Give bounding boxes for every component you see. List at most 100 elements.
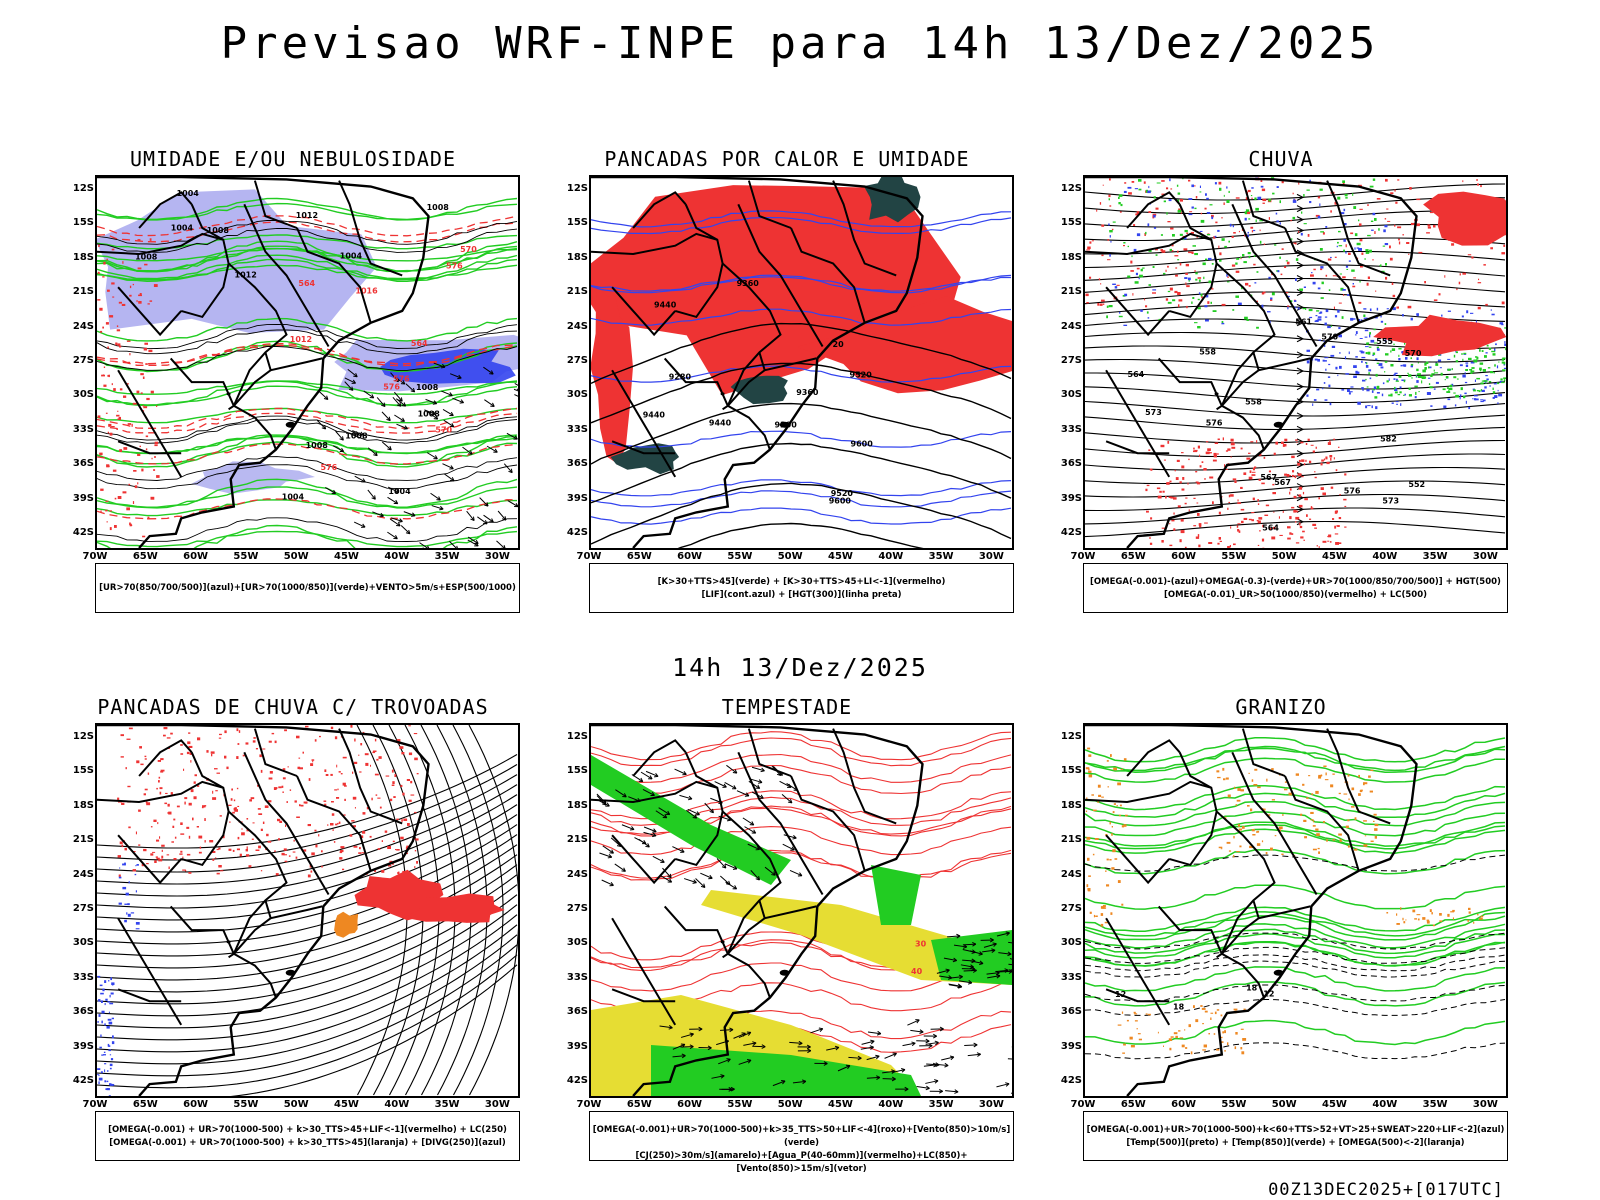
humidity-contour-low (97, 317, 518, 342)
rain-omega-red (1198, 544, 1201, 548)
rain-omega-blue (1474, 379, 1476, 382)
thickness-marker (116, 414, 120, 417)
thunderstorm-area-red (126, 738, 131, 740)
streamline-250hpa (468, 725, 518, 1096)
wind-vector (376, 397, 386, 407)
thunderstorm-area-red (193, 796, 197, 800)
wind-vector (353, 521, 366, 528)
thunderstorm-area-red (260, 828, 263, 831)
rain-omega-green (1206, 234, 1211, 236)
omega-500-area (1250, 808, 1253, 812)
thickness-marker (141, 468, 144, 472)
divergence-area-blue (109, 1067, 112, 1070)
political-border (243, 203, 330, 348)
rain-omega-red (1317, 196, 1321, 199)
thickness-marker (105, 322, 109, 325)
divergence-area-blue (100, 1071, 103, 1074)
wind-vector-head (945, 968, 950, 974)
contour-label: 12 (1263, 989, 1274, 998)
thunderstorm-area-red (237, 743, 240, 745)
rain-omega-blue (1361, 387, 1364, 390)
rain-omega-red (1197, 445, 1200, 449)
thunderstorm-area-red (349, 834, 353, 837)
streamline-250hpa (97, 814, 518, 921)
rain-omega-red (1169, 480, 1172, 483)
rain-omega-red (1196, 502, 1199, 504)
omega-500-area (1087, 747, 1091, 750)
political-border (737, 203, 824, 348)
rain-omega-blue (1355, 334, 1357, 336)
rain-omega-green (1299, 288, 1303, 291)
humidity-contour-low (97, 254, 518, 280)
rain-omega-green (1367, 234, 1371, 237)
rain-omega-red (1291, 533, 1294, 535)
rain-omega-blue (1371, 405, 1373, 409)
thunderstorm-area-red (242, 754, 245, 757)
omega-500-area (1302, 783, 1305, 786)
rain-omega-red (1144, 298, 1146, 301)
omega-500-area (1288, 792, 1292, 796)
rain-omega-blue (1206, 197, 1209, 200)
rain-omega-red (1300, 536, 1304, 539)
wind-vector (466, 510, 475, 521)
rain-omega-blue (1295, 278, 1297, 281)
lifted-index-contour (591, 276, 1012, 294)
rain-omega-red (1169, 544, 1173, 547)
rain-omega-blue (1322, 387, 1324, 390)
latitude-tick-label: 21S (1060, 834, 1082, 846)
latitude-tick-label: 30S (72, 937, 94, 949)
longitude-tick-label: 55W (727, 551, 753, 562)
wind-vector (945, 1090, 959, 1093)
rain-omega-red (1385, 178, 1388, 182)
omega-500-area (1138, 1038, 1142, 1041)
rain-omega-red (1322, 492, 1326, 496)
rain-omega-blue (1322, 359, 1325, 362)
wind-vector (344, 381, 354, 391)
divergence-area-blue (112, 1035, 114, 1039)
rain-omega-blue (1312, 403, 1314, 406)
rain-omega-red (1451, 243, 1455, 246)
rain-omega-blue (1496, 365, 1499, 369)
rain-omega-blue (1356, 247, 1360, 249)
rain-omega-red (1149, 542, 1153, 545)
thunderstorm-area-red (283, 854, 287, 856)
rain-omega-red (1174, 290, 1178, 294)
rain-omega-red (1186, 232, 1189, 234)
rain-omega-green (1373, 342, 1377, 344)
omega-500-area (1249, 845, 1253, 849)
rain-omega-red (1332, 518, 1335, 520)
rain-omega-red (1298, 486, 1303, 490)
rain-omega-red (1318, 497, 1320, 500)
temperature-850-contour (1085, 811, 1506, 837)
thunderstorm-area-red (392, 840, 395, 843)
rain-omega-blue (1395, 401, 1399, 403)
thickness-marker (105, 500, 109, 502)
thunderstorm-area-red (337, 788, 339, 791)
rain-omega-red (1334, 525, 1337, 529)
rain-omega-red (1303, 463, 1306, 466)
rain-omega-green (1496, 382, 1500, 385)
rain-omega-red (1248, 285, 1251, 287)
thickness-marker (119, 449, 122, 452)
rain-omega-blue (1211, 216, 1214, 220)
rain-omega-blue (1309, 201, 1312, 204)
thunderstorm-area-red (133, 851, 136, 853)
wind-vector-head (687, 795, 693, 801)
rain-omega-red (1313, 268, 1316, 271)
rain-omega-green (1155, 254, 1158, 256)
thunderstorm-area-red (406, 779, 410, 781)
thunderstorm-area-red (364, 753, 369, 756)
divergence-area-blue (135, 865, 137, 867)
rain-omega-green (1221, 321, 1224, 324)
omega-500-area (1181, 1044, 1185, 1048)
rain-omega-red (1291, 506, 1295, 509)
rain-omega-red (1256, 440, 1258, 443)
rain-omega-red (1337, 542, 1342, 544)
divergence-area-blue (110, 977, 112, 981)
wind-vector-head (379, 512, 384, 518)
rain-omega-red (1353, 277, 1356, 279)
rain-omega-green (1108, 198, 1110, 201)
rain-omega-green (1442, 388, 1446, 391)
rain-omega-blue (1361, 360, 1363, 363)
